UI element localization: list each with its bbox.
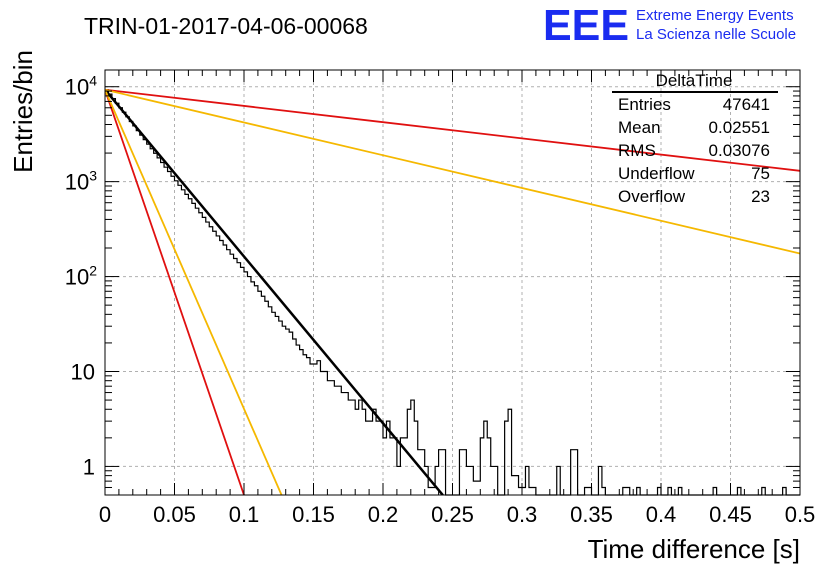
x-tick-label: 0.3: [507, 502, 538, 527]
stats-label-underflow: Underflow: [618, 164, 695, 183]
fit-line: [105, 88, 800, 172]
fit-line: [105, 89, 283, 495]
stats-value-rms: 0.03076: [709, 141, 770, 160]
eee-logo-mark: EEE: [543, 1, 629, 50]
x-axis-label: Time difference [s]: [588, 534, 800, 564]
tick-labels: 0 0.05 0.1 0.15 0.2 0.25 0.3 0.35 0.4 0.45 0.5 1 10 1…: [65, 73, 816, 527]
eee-logo-line2: La Scienza nelle Scuole: [636, 26, 796, 43]
histogram: [105, 89, 800, 496]
stats-value-entries: 47641: [723, 95, 770, 114]
x-tick-label: 0.4: [646, 502, 677, 527]
x-tick-label: 0.25: [431, 502, 474, 527]
stats-value-mean: 0.02551: [709, 118, 770, 137]
x-tick-label: 0.45: [709, 502, 752, 527]
stats-value-underflow: 75: [751, 164, 770, 183]
fit-line: [105, 88, 444, 495]
y-tick-label: 10: [71, 359, 95, 384]
x-tick-label: 0: [99, 502, 111, 527]
chart-title: TRIN-01-2017-04-06-00068: [84, 13, 368, 39]
eee-logo: EEE Extreme Energy Events La Scienza nel…: [543, 1, 796, 50]
x-tick-label: 0.05: [153, 502, 196, 527]
plot-frame: [104, 69, 801, 496]
x-tick-label: 0.2: [368, 502, 399, 527]
fit-lines: [105, 88, 800, 495]
grid: [105, 70, 800, 495]
histogram-steps: [105, 89, 800, 496]
stats-box-name: DeltaTime: [656, 71, 733, 90]
fit-line: [105, 88, 800, 255]
x-tick-label: 0.15: [292, 502, 335, 527]
stats-value-overflow: 23: [751, 187, 770, 206]
stats-label-mean: Mean: [618, 118, 661, 137]
stats-label-rms: RMS: [618, 141, 656, 160]
fit-line: [105, 89, 245, 495]
axes: [104, 69, 801, 496]
x-tick-label: 0.5: [785, 502, 816, 527]
stats-label-entries: Entries: [618, 95, 671, 114]
y-tick-label: 102: [65, 263, 97, 290]
y-tick-label: 1: [83, 454, 95, 479]
x-tick-label: 0.1: [229, 502, 260, 527]
eee-logo-line1: Extreme Energy Events: [636, 7, 794, 24]
y-tick-label: 103: [65, 168, 97, 195]
stats-box: DeltaTime Entries 47641 Mean 0.02551 RMS…: [612, 71, 778, 206]
y-tick-label: 104: [65, 73, 97, 100]
x-tick-label: 0.35: [570, 502, 613, 527]
y-axis-label: Entries/bin: [8, 50, 38, 173]
stats-label-overflow: Overflow: [618, 187, 686, 206]
